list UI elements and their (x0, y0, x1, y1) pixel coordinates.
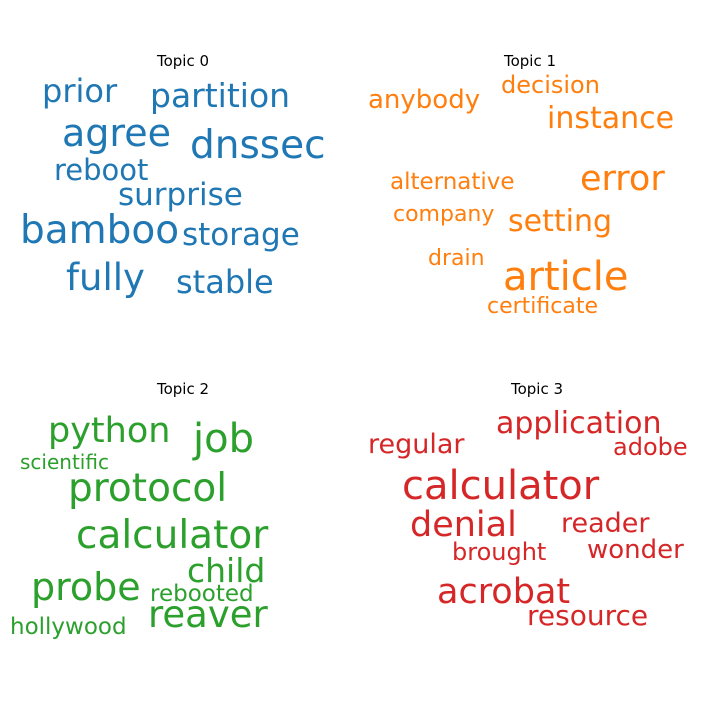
topic-1-word-certificate: certificate (487, 294, 598, 319)
topic-2-word-calculator: calculator (76, 513, 269, 558)
topic-2-word-protocol: protocol (68, 466, 227, 511)
topic-3-word-resource: resource (527, 599, 648, 632)
topic-0-word-surprise: surprise (118, 177, 243, 213)
topic-0-word-prior: prior (42, 72, 118, 110)
topic-2-word-child: child (187, 551, 265, 590)
topic-0-word-reboot: reboot (54, 153, 148, 187)
topic-3-word-regular: regular (368, 429, 465, 460)
topic-1-word-article: article (503, 254, 628, 300)
topic-3-word-wonder: wonder (587, 535, 684, 565)
topic-0-word-storage: storage (182, 217, 300, 253)
topic-0-title: Topic 0 (156, 52, 209, 70)
topic-1-word-decision: decision (501, 71, 600, 99)
topic-3-word-calculator: calculator (402, 463, 600, 509)
topic-2-word-job: job (192, 416, 254, 462)
topic-1-word-setting: setting (508, 204, 612, 239)
topic-3-title: Topic 3 (510, 380, 563, 398)
topic-0-word-bamboo: bamboo (20, 208, 179, 253)
topic-0-word-dnssec: dnssec (190, 123, 326, 168)
topic-0-word-agree: agree (62, 111, 171, 155)
topic-3-word-adobe: adobe (613, 433, 688, 461)
topic-1-word-instance: instance (547, 101, 674, 136)
topic-1-word-anybody: anybody (368, 85, 480, 115)
topic-3-word-brought: brought (452, 538, 546, 566)
topic-2-word-scientific: scientific (20, 450, 109, 474)
topic-3-word-application: application (496, 406, 661, 441)
topic-1-word-company: company (393, 202, 494, 227)
topic-2-title: Topic 2 (156, 380, 209, 398)
topic-0-word-stable: stable (176, 263, 274, 301)
topic-2-word-python: python (48, 411, 170, 451)
topic-3-word-denial: denial (410, 505, 517, 545)
topic-1-word-drain: drain (428, 246, 485, 271)
topic-1-word-alternative: alternative (390, 169, 515, 195)
topic-1-word-error: error (580, 159, 665, 199)
topic-3-word-reader: reader (561, 508, 650, 539)
topic-3-word-acrobat: acrobat (437, 572, 570, 612)
topic-2-word-probe: probe (31, 565, 141, 609)
topic-0-word-fully: fully (66, 256, 145, 299)
topic-2-word-hollywood: hollywood (10, 614, 127, 640)
topic-2-word-reaver: reaver (148, 593, 268, 636)
topic-2-word-rebooted: rebooted (150, 581, 254, 607)
topic-1-title: Topic 1 (503, 52, 556, 70)
topic-0-word-partition: partition (150, 76, 290, 115)
